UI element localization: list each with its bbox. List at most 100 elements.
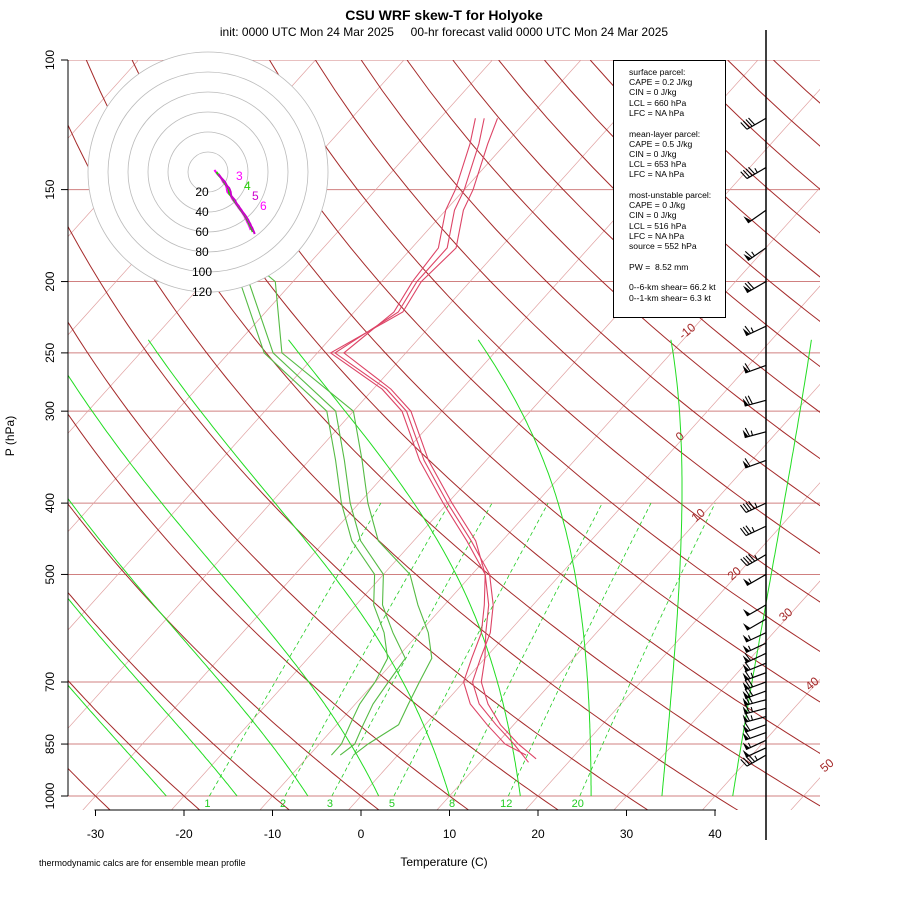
y-tick-label: 300: [43, 401, 57, 421]
y-tick-label: 250: [43, 343, 57, 363]
dewpoint-profile: [223, 219, 433, 756]
hodograph-ring: [147, 111, 269, 233]
mixing-ratio-line: [393, 502, 549, 797]
x-tick-label: -30: [87, 827, 105, 841]
hodograph-ring: [127, 91, 289, 253]
isotherm-line: [878, 44, 900, 812]
parcel-info-box: surface parcel: CAPE = 0.2 J/kg CIN = 0 …: [613, 60, 726, 318]
isotherm-label: 50: [817, 756, 836, 776]
wind-barb: [742, 427, 767, 439]
isotherm-line: [68, 60, 582, 631]
mixing-ratio-line: [453, 502, 603, 797]
isotherm-label: 40: [802, 674, 821, 694]
mixing-ratio-line: [331, 502, 493, 797]
mixing-ratio-line: [209, 502, 382, 797]
mixing-ratio-label: 5: [389, 798, 395, 810]
info-line: CIN = 0 J/kg: [629, 87, 677, 98]
y-tick-label: 850: [43, 734, 57, 754]
isotherm-line: [613, 580, 820, 810]
mixing-ratio-label: 12: [500, 798, 512, 810]
wind-barbs: [740, 30, 767, 840]
x-tick-label: -10: [264, 827, 282, 841]
info-line: source = 552 hPa: [629, 241, 697, 252]
footnote: thermodynamic calcs are for ensemble mea…: [39, 858, 246, 868]
dry-adiabat: [68, 321, 559, 810]
y-tick-label: 1000: [43, 782, 57, 809]
shear-block: 0--6-km shear= 66.2 kt 0--1-km shear= 6.…: [629, 282, 725, 302]
precipitable-water: PW = 8.52 mm: [629, 261, 689, 272]
mixing-ratio-label: 20: [572, 798, 584, 810]
hodograph-ring: [187, 151, 229, 193]
most-unstable-parcel-block: most-unstable parcel: CAPE = 0 J/kg CIN …: [629, 190, 725, 251]
wind-barb: [742, 661, 767, 672]
moist-adiabat: [477, 339, 592, 796]
x-tick-label: 40: [708, 827, 722, 841]
y-tick-label: 700: [43, 672, 57, 692]
isotherm-label: -10: [676, 320, 699, 342]
moist-adiabat: [661, 339, 683, 797]
info-line: LFC = NA hPa: [629, 107, 685, 118]
hodograph-ring-label: 80: [195, 245, 209, 259]
dry-adiabat: [223, 60, 820, 653]
isotherm-line: [790, 777, 820, 810]
wind-barb: [742, 704, 767, 715]
wind-barb: [742, 618, 767, 631]
hodograph-ring-label: 40: [195, 205, 209, 219]
temperature-profile: [329, 118, 537, 760]
wind-barb: [740, 166, 767, 180]
wind-barb: [742, 687, 767, 700]
wind-barb: [742, 363, 767, 374]
wind-barb: [740, 754, 767, 767]
hodograph-point-label: 4: [244, 179, 251, 193]
hodograph-ring-label: 120: [192, 285, 212, 299]
wind-barb: [742, 458, 767, 469]
chart-subtitle: init: 0000 UTC Mon 24 Mar 2025 00-hr for…: [220, 25, 669, 39]
info-line: CAPE = 0.2 J/kg: [629, 77, 693, 88]
wind-barb: [742, 670, 767, 681]
info-line: CAPE = 0 J/kg: [629, 200, 686, 211]
isotherm-label: 30: [776, 605, 795, 625]
wind-barb: [740, 500, 767, 513]
wind-barb: [740, 553, 767, 567]
y-tick-label: 100: [43, 50, 57, 70]
dry-adiabat: [360, 60, 820, 507]
dry-adiabat: [131, 60, 820, 754]
isotherm-line: [68, 60, 493, 533]
hodograph-ring-label: 60: [195, 225, 209, 239]
y-tick-label: 500: [43, 564, 57, 584]
wind-barb: [742, 395, 767, 407]
hodograph-ring: [87, 51, 329, 293]
x-axis-label: Temperature (C): [400, 855, 487, 869]
info-line: LCL = 660 hPa: [629, 97, 687, 108]
hodograph-ring: [107, 71, 309, 273]
temperature-profile: [343, 118, 527, 756]
hodograph-trace: [217, 173, 256, 235]
wind-barb: [743, 247, 767, 261]
mixing-ratio-line: [579, 502, 716, 797]
y-axis-label: P (hPa): [3, 416, 17, 456]
isotherm-line: [701, 678, 820, 810]
info-line: CIN = 0 J/kg: [629, 210, 677, 221]
info-line: surface parcel:: [629, 67, 686, 77]
wind-barb: [742, 678, 767, 691]
info-line: mean-layer parcel:: [629, 128, 701, 139]
dry-adiabat: [68, 413, 470, 810]
wind-barb: [742, 281, 767, 294]
hodograph-point-label: 5: [252, 189, 259, 203]
wind-barb: [742, 632, 767, 643]
wind-barb: [742, 573, 767, 586]
info-line: most-unstable parcel:: [629, 190, 712, 201]
moist-adiabat: [147, 339, 450, 797]
profile-lines: [182, 118, 537, 763]
y-tick-label: 400: [43, 493, 57, 513]
isotherm-line: [524, 482, 820, 810]
mixing-ratio-label: 3: [327, 798, 333, 810]
dry-adiabat: [406, 60, 820, 460]
dry-adiabat: [68, 679, 201, 810]
isotherm-line: [347, 285, 820, 810]
wind-barb: [740, 117, 767, 130]
mean-layer-parcel-block: mean-layer parcel: CAPE = 0.5 J/kg CIN =…: [629, 129, 725, 180]
hodograph-point-label: 3: [236, 169, 243, 183]
